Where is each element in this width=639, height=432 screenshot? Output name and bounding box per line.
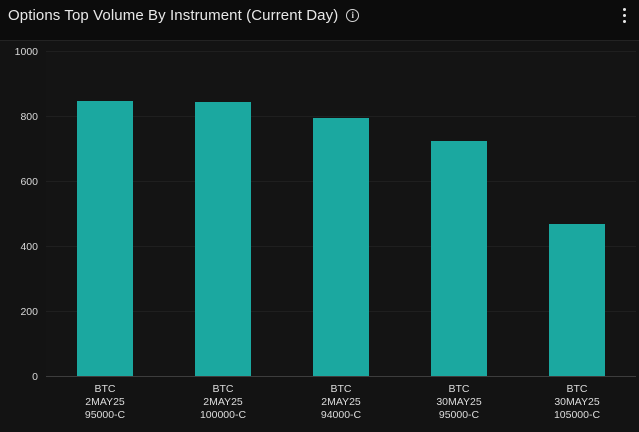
chart-bar-btc-30may25-105000-c[interactable] — [549, 223, 605, 376]
y-axis: 0 200 400 600 800 1000 — [0, 46, 38, 383]
info-circle-icon[interactable]: i — [346, 8, 360, 22]
gridline-y-1000 — [46, 51, 636, 52]
y-tick-label: 600 — [20, 176, 38, 188]
x-tick-label: BTC 2MAY25 100000-C — [199, 383, 247, 421]
bar-chart-plot-area — [46, 51, 636, 377]
x-tick-label: BTC 30MAY25 105000-C — [553, 383, 601, 421]
chart-bar-btc-2may25-95000-c[interactable] — [77, 101, 133, 376]
chart-bar-btc-30may25-95000-c[interactable] — [431, 140, 487, 376]
chart-header: Options Top Volume By Instrument (Curren… — [0, 0, 639, 41]
chart-title: Options Top Volume By Instrument (Curren… — [8, 6, 339, 24]
chart-bar-btc-2may25-100000-c[interactable] — [195, 102, 251, 376]
chart-bar-btc-2may25-94000-c[interactable] — [313, 117, 369, 376]
x-tick-label: BTC 30MAY25 95000-C — [436, 383, 482, 421]
gridline-y-800 — [46, 116, 636, 117]
x-tick-label: BTC 2MAY25 95000-C — [84, 383, 126, 421]
y-tick-label: 200 — [20, 306, 38, 318]
y-tick-label: 0 — [32, 371, 38, 383]
y-tick-label: 400 — [20, 241, 38, 253]
kebab-menu-icon[interactable] — [615, 4, 633, 26]
x-tick-label: BTC 2MAY25 94000-C — [320, 383, 362, 421]
y-tick-label: 800 — [20, 111, 38, 123]
y-tick-label: 1000 — [14, 46, 38, 58]
x-axis: BTC 2MAY25 95000-C BTC 2MAY25 100000-C BTC 2MAY… — [46, 383, 636, 425]
